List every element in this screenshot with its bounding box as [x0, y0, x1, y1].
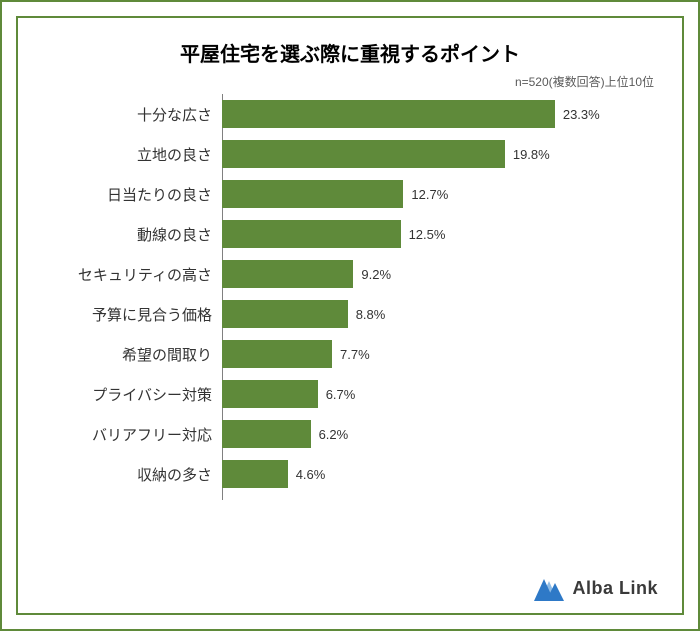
bar — [222, 220, 401, 248]
chart-row: 収納の多さ 4.6% — [42, 460, 658, 488]
bar — [222, 100, 555, 128]
category-label: 予算に見合う価格 — [42, 304, 222, 325]
value-label: 12.7% — [411, 187, 448, 202]
bar — [222, 180, 403, 208]
bar-area: 6.7% — [222, 380, 658, 408]
chart-row: バリアフリー対応 6.2% — [42, 420, 658, 448]
bar-area: 6.2% — [222, 420, 658, 448]
bar — [222, 380, 318, 408]
value-label: 6.7% — [326, 387, 356, 402]
value-label: 7.7% — [340, 347, 370, 362]
bar-area: 12.7% — [222, 180, 658, 208]
chart-row: セキュリティの高さ 9.2% — [42, 260, 658, 288]
bar — [222, 460, 288, 488]
chart-row: 十分な広さ 23.3% — [42, 100, 658, 128]
category-label: 動線の良さ — [42, 224, 222, 245]
chart-row: 予算に見合う価格 8.8% — [42, 300, 658, 328]
chart-area: 十分な広さ 23.3% 立地の良さ 19.8% 日当たりの良さ 12.7% 動線の良さ 12.… — [42, 100, 658, 488]
value-label: 4.6% — [296, 467, 326, 482]
category-label: バリアフリー対応 — [42, 424, 222, 445]
value-label: 8.8% — [356, 307, 386, 322]
bar — [222, 340, 332, 368]
value-label: 23.3% — [563, 107, 600, 122]
bar — [222, 300, 348, 328]
bar-area: 23.3% — [222, 100, 658, 128]
logo: Alba Link — [534, 575, 658, 601]
value-label: 19.8% — [513, 147, 550, 162]
chart-row: 動線の良さ 12.5% — [42, 220, 658, 248]
category-label: 希望の間取り — [42, 344, 222, 365]
category-label: 十分な広さ — [42, 104, 222, 125]
bar-area: 19.8% — [222, 140, 658, 168]
category-label: セキュリティの高さ — [42, 264, 222, 285]
bar-area: 8.8% — [222, 300, 658, 328]
chart-title: 平屋住宅を選ぶ際に重視するポイント — [42, 38, 658, 67]
logo-icon — [534, 575, 564, 601]
value-label: 9.2% — [361, 267, 391, 282]
outer-frame: 平屋住宅を選ぶ際に重視するポイント n=520(複数回答)上位10位 十分な広さ… — [0, 0, 700, 631]
category-label: 日当たりの良さ — [42, 184, 222, 205]
bar-area: 4.6% — [222, 460, 658, 488]
bar — [222, 140, 505, 168]
chart-row: 立地の良さ 19.8% — [42, 140, 658, 168]
category-label: 立地の良さ — [42, 144, 222, 165]
value-label: 6.2% — [319, 427, 349, 442]
chart-row: 希望の間取り 7.7% — [42, 340, 658, 368]
bar-area: 9.2% — [222, 260, 658, 288]
inner-frame: 平屋住宅を選ぶ際に重視するポイント n=520(複数回答)上位10位 十分な広さ… — [16, 16, 684, 615]
chart-row: プライバシー対策 6.7% — [42, 380, 658, 408]
chart-subtitle: n=520(複数回答)上位10位 — [42, 73, 658, 90]
bar — [222, 420, 311, 448]
bar — [222, 260, 353, 288]
category-label: 収納の多さ — [42, 464, 222, 485]
chart-row: 日当たりの良さ 12.7% — [42, 180, 658, 208]
bar-area: 12.5% — [222, 220, 658, 248]
category-label: プライバシー対策 — [42, 384, 222, 405]
value-label: 12.5% — [409, 227, 446, 242]
bar-area: 7.7% — [222, 340, 658, 368]
plot-area: 十分な広さ 23.3% 立地の良さ 19.8% 日当たりの良さ 12.7% 動線の良さ 12.… — [42, 100, 658, 488]
logo-text: Alba Link — [572, 578, 658, 599]
